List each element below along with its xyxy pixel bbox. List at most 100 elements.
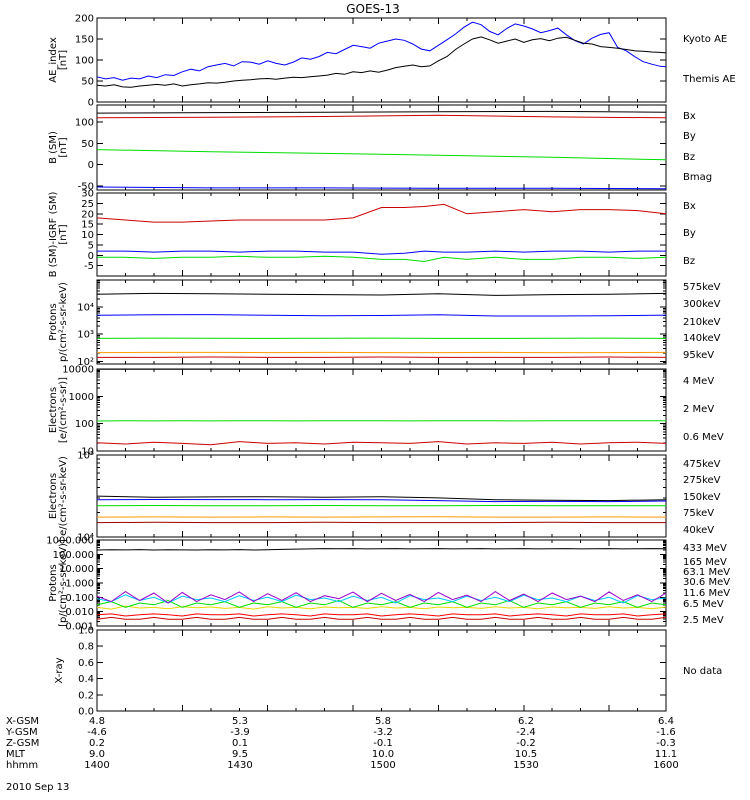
series-line-40kev	[96, 495, 667, 502]
y-axis-label: [e/(cm²-s-sr)]	[58, 377, 69, 443]
y-tick-label: -5	[84, 261, 94, 272]
y-tick-label: 10000	[62, 365, 94, 376]
y-tick-label: 100	[75, 419, 94, 430]
footer-value: 1530	[513, 760, 539, 771]
footer-value: -4.6	[87, 727, 107, 738]
footer-value: 6.2	[518, 716, 534, 727]
legend-entry: 150keV	[683, 492, 721, 503]
y-tick-label: 30	[81, 189, 94, 200]
y-axis-label: [nT]	[58, 137, 69, 157]
panel-xray: 0.0 0.2 0.4 0.6 0.8 1.0 X-ray No data	[54, 626, 722, 717]
orbit-footer: X-GSM 4.8 5.3 5.8 6.2 6.4 Y-GSM -4.6 -3.…	[0, 716, 750, 800]
legend-entry: 433 MeV	[683, 543, 727, 554]
plot-title: GOES-13	[346, 2, 400, 16]
y-tick-label: 10⁵	[77, 451, 94, 462]
footer-value: 1600	[653, 760, 679, 771]
y-tick-label: 10³	[77, 330, 94, 341]
footer-value: 4.8	[89, 716, 105, 727]
y-tick-label: 10.000	[59, 564, 94, 575]
footer-row-mlt: MLT 9.0 9.5 10.0 10.5 11.1	[0, 749, 750, 760]
footer-label: X-GSM	[6, 716, 40, 727]
footer-value: 0.1	[232, 738, 248, 749]
footer-label: Y-GSM	[6, 727, 38, 738]
footer-value: 1430	[227, 760, 253, 771]
series-line-30-6-mev	[96, 599, 667, 608]
legend-entry: 0.6 MeV	[683, 432, 724, 443]
legend-entry: 95keV	[683, 350, 714, 361]
legend-entry: Themis AE	[682, 74, 736, 85]
y-axis-label: [nT]	[58, 224, 69, 244]
legend-entry: Bz	[683, 256, 695, 267]
y-tick-label: 1.0	[78, 626, 94, 637]
y-tick-label: 0.0	[78, 707, 94, 717]
y-axis-label: e/(cm²-s-sr-keV)	[58, 456, 69, 536]
y-axis-label: [p/(cm²-s-sr-keV)]	[58, 539, 69, 627]
footer-row-ygsm: Y-GSM -4.6 -3.9 -3.2 -2.4 -1.6	[0, 727, 750, 738]
series-line-75kev	[96, 498, 667, 503]
footer-value: 0.2	[89, 738, 105, 749]
y-tick-label: 10²	[77, 357, 94, 368]
y-tick-label: 10	[81, 447, 94, 458]
footer-value: 5.3	[232, 716, 248, 727]
legend-entry: 30.6 MeV	[683, 577, 730, 588]
footer-value: -0.1	[373, 738, 393, 749]
y-tick-label: 150	[75, 35, 94, 46]
footer-label: MLT	[6, 749, 25, 760]
y-tick-label: 0.4	[78, 674, 94, 685]
y-tick-label: 0.6	[78, 658, 94, 669]
legend-entry: 4 MeV	[683, 376, 714, 387]
series-line-165-mev	[96, 613, 667, 617]
footer-value: 11.1	[654, 749, 678, 760]
y-tick-label: 10	[81, 230, 94, 241]
y-tick-label: 50	[81, 77, 94, 88]
y-axis-label: p/(cm²-s-sr-keV)	[58, 282, 69, 362]
y-tick-label: 0.8	[78, 642, 94, 653]
legend-entry: Kyoto AE	[683, 34, 727, 45]
panel-ae: 0 50 100 150 200 AE_index [nT] Kyoto AE Themis A…	[48, 14, 736, 109]
y-tick-label: 0.001	[65, 622, 94, 633]
footer-value: -2.4	[516, 727, 536, 738]
y-tick-label: 100	[75, 56, 94, 67]
footer-value: -0.3	[656, 738, 676, 749]
series-line-6-5-mev	[96, 590, 667, 604]
panel-frame	[96, 17, 667, 103]
series-line-2-5-mev	[96, 548, 667, 551]
footer-row-xgsm: X-GSM 4.8 5.3 5.8 6.2 6.4	[0, 716, 750, 727]
y-tick-label: -50	[78, 181, 94, 192]
footer-value: 1500	[370, 760, 396, 771]
legend-entry: By	[683, 228, 696, 239]
footer-value: 10.0	[371, 749, 395, 760]
panel-bsm: -50 0 50 100 B (SM) [nT] Bx By Bz Bmag	[48, 104, 712, 192]
legend-entry: 475keV	[683, 459, 721, 470]
y-tick-label: 100	[75, 118, 94, 129]
legend-entry: 575keV	[683, 282, 721, 293]
footer-label: hhmm	[6, 760, 39, 771]
legend-entry: Bmag	[683, 172, 712, 183]
footer-value: -3.2	[373, 727, 393, 738]
y-axis-label: X-ray	[54, 657, 65, 683]
legend-entry: Bx	[683, 111, 696, 122]
footer-label: Z-GSM	[6, 738, 40, 749]
y-tick-label: 15	[81, 220, 94, 231]
panel-frame	[96, 192, 667, 277]
y-tick-label: 100.000	[53, 550, 94, 561]
legend-entry: Bz	[683, 152, 695, 163]
legend-entry: 165 MeV	[683, 557, 727, 568]
legend-entry: By	[683, 131, 696, 142]
legend-entry: 2.5 MeV	[683, 615, 724, 626]
legend-entry: 300keV	[683, 299, 721, 310]
series-line-140kev	[96, 314, 667, 317]
legend-entry: Bx	[683, 201, 696, 212]
y-axis-label: Protons	[48, 564, 59, 601]
legend-entry: No data	[683, 666, 722, 677]
footer-value: 5.8	[375, 716, 391, 727]
footer-value: 10.5	[514, 749, 538, 760]
legend-entry: 40keV	[683, 525, 714, 536]
y-tick-label: 200	[75, 14, 94, 25]
footer-value: 9.0	[89, 749, 105, 760]
panel-electrons2: 10⁴ 10⁵ Electrons e/(cm²-s-sr-keV) 475keV 275…	[48, 451, 721, 544]
